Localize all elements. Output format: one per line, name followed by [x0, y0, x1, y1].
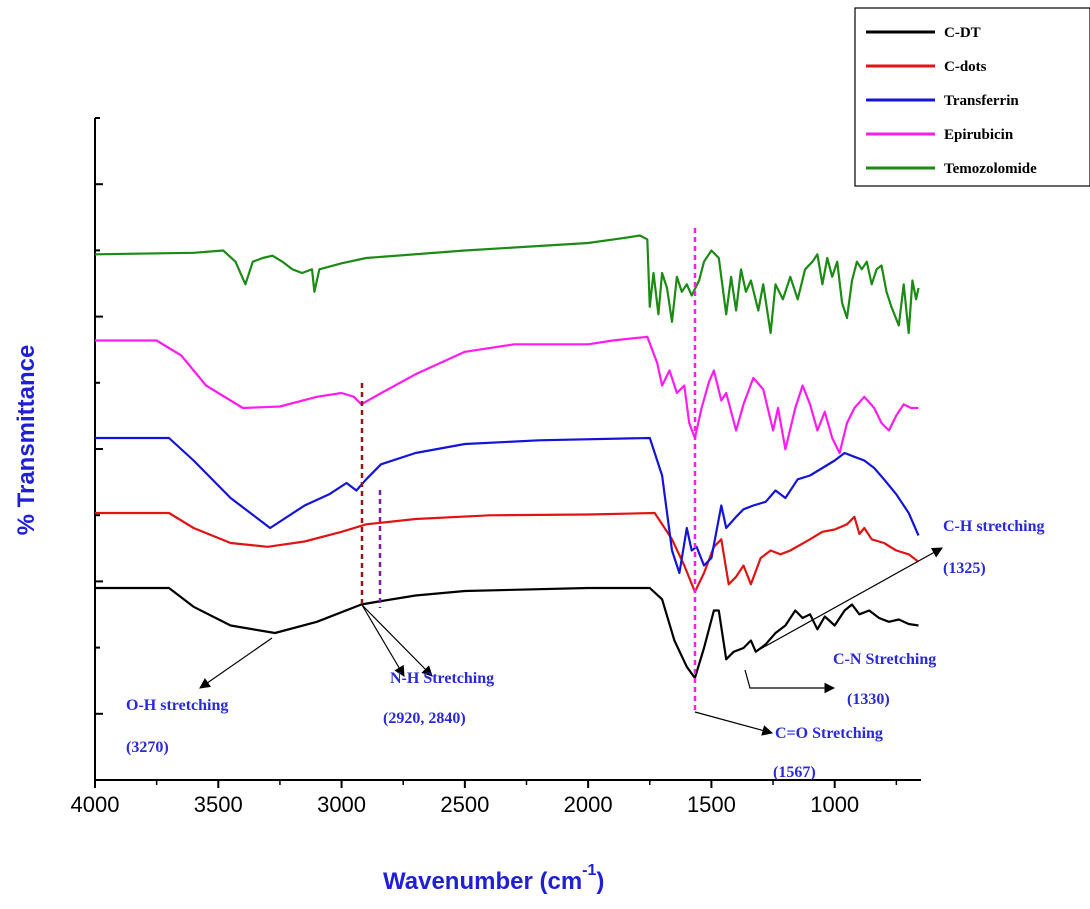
- ch-stretching-label: C-H stretching: [943, 518, 1044, 535]
- x-axis-title-main: Wavenumber (cm: [383, 868, 582, 895]
- oh-stretching-label: O-H stretching: [126, 697, 228, 714]
- nh-stretching-label: N-H Stretching: [390, 670, 494, 687]
- nh-arrow-1: [361, 604, 405, 677]
- oh-arrow: [199, 637, 273, 689]
- cn-stretching-label: C-N Stretching: [833, 651, 936, 668]
- co-stretching-value: (1567): [773, 764, 816, 781]
- legend-items: C-DT C-dots Transferrin Epirubicin Temozolom…: [866, 25, 1037, 177]
- x-tick-label: 1000: [810, 792, 859, 817]
- series-line-c-dots: [95, 511, 920, 593]
- oh-stretching-value: (3270): [126, 739, 169, 756]
- cn-stretching-value: (1330): [847, 691, 890, 708]
- y-axis-title: % Transmittance: [13, 345, 40, 536]
- legend-label: C-dots: [944, 59, 987, 75]
- x-tick-label: 3000: [317, 792, 366, 817]
- x-axis-title-close: ): [596, 868, 604, 895]
- x-tick-label: 1500: [687, 792, 736, 817]
- co-arrow: [694, 711, 774, 736]
- legend-label: Transferrin: [944, 93, 1019, 109]
- cn-arrow: [744, 669, 836, 694]
- legend-label: Temozolomide: [944, 161, 1037, 177]
- ch-stretching-value: (1325): [943, 560, 986, 577]
- legend: C-DT C-dots Transferrin Epirubicin Temozolom…: [854, 7, 1090, 187]
- series-line-temozolomide: [94, 234, 920, 335]
- x-tick-label: 3500: [194, 792, 243, 817]
- x-ticks: [94, 780, 898, 788]
- x-tick-label: 2000: [564, 792, 613, 817]
- x-tick-label: 2500: [440, 792, 489, 817]
- x-tick-labels: 4000 3500 3000 2500 2000 1500 1000: [71, 792, 860, 817]
- ch-arrow: [754, 547, 943, 653]
- series-line-epirubicin: [95, 335, 919, 455]
- nh-arrow-2: [361, 604, 433, 677]
- series-group: [94, 234, 920, 680]
- x-axis-title: Wavenumber (cm-1): [383, 862, 604, 895]
- legend-label: Epirubicin: [944, 127, 1014, 143]
- co-stretching-label: C=O Stretching: [775, 725, 883, 742]
- nh-stretching-value: (2920, 2840): [383, 710, 466, 727]
- y-ticks: [95, 117, 103, 781]
- legend-box: [854, 7, 1090, 187]
- series-line-c-dt: [95, 586, 919, 680]
- series-line-transferrin: [95, 436, 920, 575]
- legend-label: C-DT: [944, 25, 981, 41]
- x-tick-label: 4000: [71, 792, 120, 817]
- x-axis-title-sup: -1: [582, 862, 596, 879]
